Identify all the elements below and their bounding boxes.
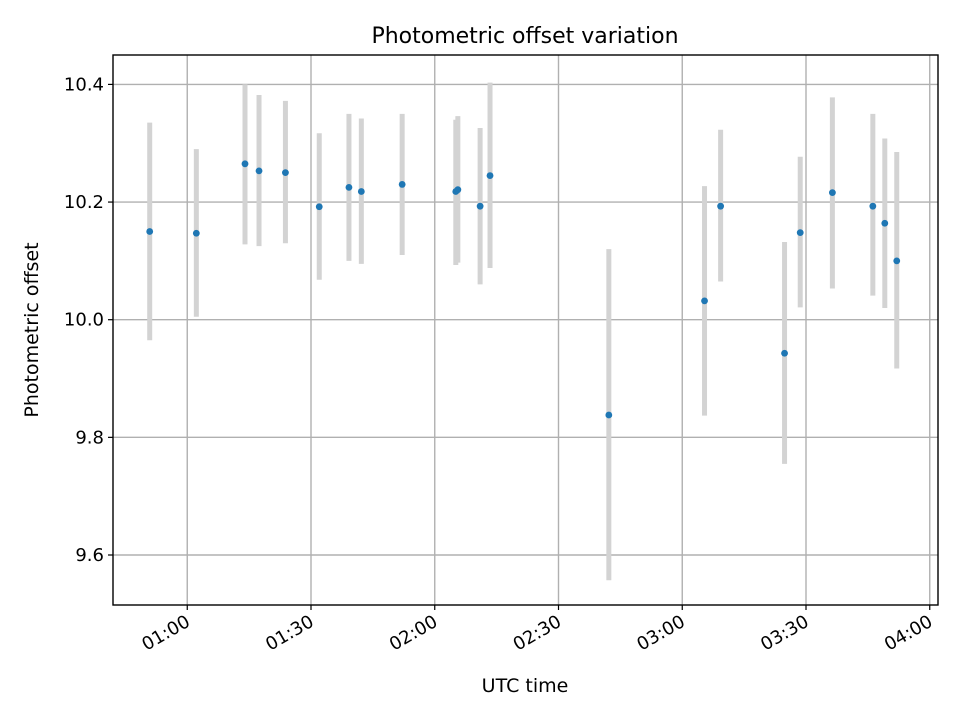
y-tick-label: 10.2 [64,192,104,213]
data-point [282,169,289,177]
data-point [717,202,725,210]
data-point [796,229,804,237]
y-axis-ticks: 9.6 9.8 10.0 10.2 10.4 [64,74,113,566]
data-point [869,202,877,210]
x-axis-label: UTC time [482,675,569,697]
data-point [146,228,154,235]
grid [113,55,938,605]
data-point [476,202,484,210]
data-point [398,181,406,188]
data-point [486,172,494,179]
chart-title: Photometric offset variation [371,24,678,49]
data-point [255,167,263,175]
y-tick-label: 9.6 [75,545,104,566]
data-point [192,229,200,237]
data-point [345,183,353,191]
data-point [781,349,788,357]
data-point [315,203,323,211]
data-point [829,189,836,197]
plot-frame [112,54,939,606]
y-tick-label: 10.4 [64,74,104,95]
data-point [241,160,249,168]
data-point [701,297,708,305]
data-point [605,411,613,419]
data-point [454,186,462,194]
y-tick-label: 9.8 [75,427,104,448]
data-point [881,219,889,227]
data-point [357,188,365,195]
y-axis-label: Photometric offset [21,242,43,417]
data-points [146,160,901,419]
data-point [893,257,901,265]
y-tick-label: 10.0 [64,310,104,331]
